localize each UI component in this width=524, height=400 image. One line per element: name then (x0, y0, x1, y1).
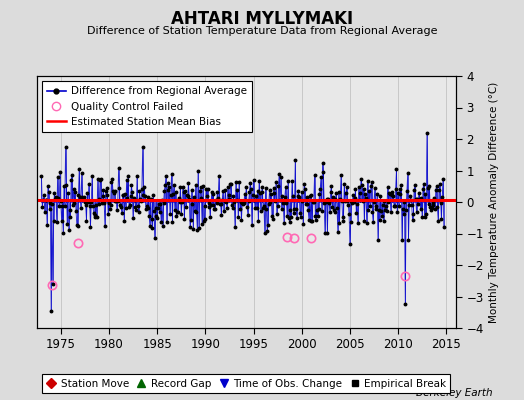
Legend: Difference from Regional Average, Quality Control Failed, Estimated Station Mean: Difference from Regional Average, Qualit… (42, 81, 252, 132)
Text: AHTARI MYLLYMAKI: AHTARI MYLLYMAKI (171, 10, 353, 28)
Legend: Station Move, Record Gap, Time of Obs. Change, Empirical Break: Station Move, Record Gap, Time of Obs. C… (42, 374, 450, 393)
Text: Berkeley Earth: Berkeley Earth (416, 388, 493, 398)
Text: Difference of Station Temperature Data from Regional Average: Difference of Station Temperature Data f… (87, 26, 437, 36)
Y-axis label: Monthly Temperature Anomaly Difference (°C): Monthly Temperature Anomaly Difference (… (489, 81, 499, 323)
